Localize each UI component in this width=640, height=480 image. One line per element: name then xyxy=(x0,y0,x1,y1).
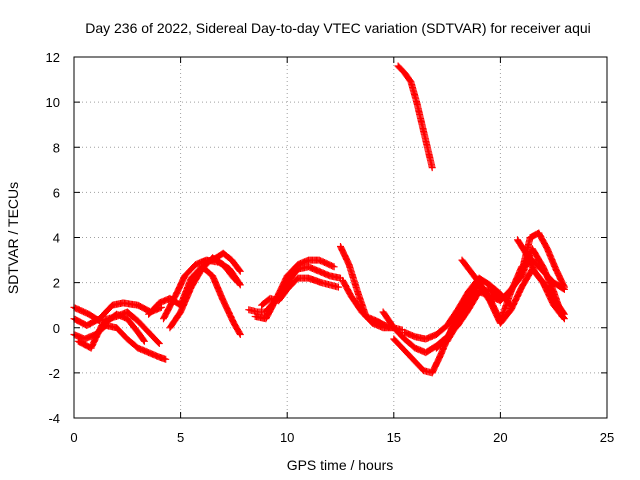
data-series xyxy=(70,62,568,377)
y-tick-label: 8 xyxy=(53,140,60,155)
y-tick-label: 10 xyxy=(46,95,60,110)
x-axis-label: GPS time / hours xyxy=(287,457,394,473)
data-point-markers xyxy=(251,256,338,323)
data-series-arc-10 xyxy=(251,256,338,323)
x-tick-label: 15 xyxy=(387,430,401,445)
y-tick-label: 0 xyxy=(53,321,60,336)
y-tick-label: 4 xyxy=(53,231,60,246)
data-point-markers xyxy=(145,263,244,338)
data-series-arc-11 xyxy=(258,274,342,309)
y-tick-label: 6 xyxy=(53,185,60,200)
axis-ticks: 0 5 10 15 20 25 -4 -2 0 2 4 6 8 10 12 xyxy=(46,50,615,445)
data-point-markers xyxy=(74,310,148,352)
x-tick-label: 5 xyxy=(177,430,184,445)
y-tick-label: 2 xyxy=(53,276,60,291)
data-series-arc-5 xyxy=(145,263,244,338)
data-series-arc-13 xyxy=(339,276,406,334)
data-point-markers xyxy=(394,62,436,172)
data-point-markers xyxy=(514,236,568,323)
data-point-markers xyxy=(518,229,568,291)
data-point-markers xyxy=(198,249,244,275)
plot-frame xyxy=(73,56,608,419)
y-tick-label: 12 xyxy=(46,50,60,65)
data-series-arc-20 xyxy=(518,229,568,291)
y-axis-label: SDTVAR / TECUs xyxy=(5,182,21,294)
data-series-arc-21 xyxy=(514,236,568,323)
x-tick-label: 0 xyxy=(70,430,77,445)
data-point-markers xyxy=(258,274,342,309)
chart-title: Day 236 of 2022, Sidereal Day-to-day VTE… xyxy=(85,20,591,36)
y-tick-label: -4 xyxy=(48,411,60,426)
data-series-arc-8 xyxy=(198,249,244,275)
x-tick-label: 20 xyxy=(493,430,507,445)
data-series-arc-22 xyxy=(394,62,436,172)
x-tick-label: 25 xyxy=(600,430,614,445)
y-tick-label: -2 xyxy=(48,366,60,381)
data-point-markers xyxy=(339,276,406,334)
data-series-arc-3 xyxy=(74,310,148,352)
x-tick-label: 10 xyxy=(280,430,294,445)
